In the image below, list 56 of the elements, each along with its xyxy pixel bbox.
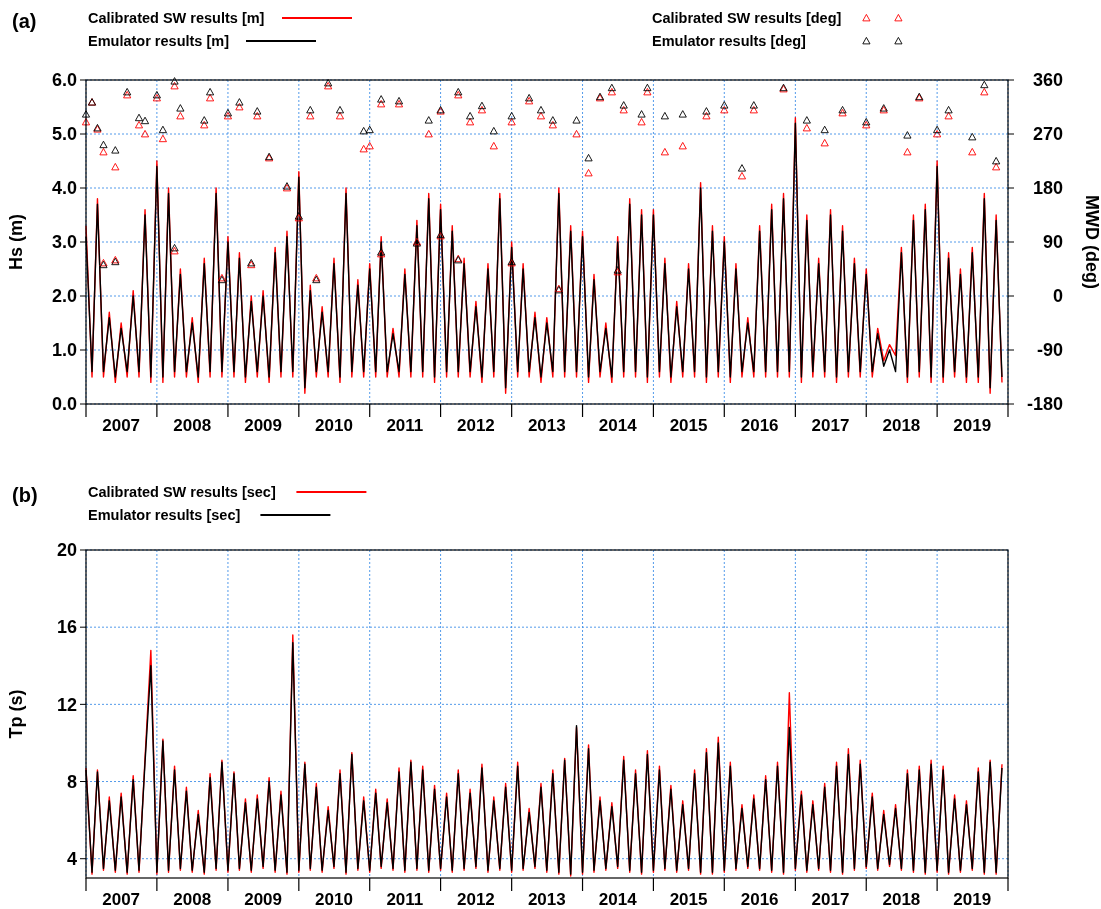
x-tick-label: 2010	[315, 890, 353, 909]
legend-label: Emulator results [m]	[88, 33, 230, 50]
legend-label: Calibrated SW results [m]	[88, 10, 265, 27]
y-axis-title: Tp (s)	[6, 689, 26, 739]
x-tick-label: 2018	[882, 890, 921, 909]
y-axis-title: Hs (m)	[6, 213, 26, 271]
x-tick-label: 2013	[527, 416, 566, 435]
x-tick-label: 2011	[386, 416, 424, 435]
y-tick-label: 2.0	[51, 286, 77, 307]
x-tick-label: 2007	[102, 416, 141, 435]
y-tick-label: 1.0	[51, 340, 77, 361]
x-tick-label: 2017	[811, 416, 850, 435]
x-tick-label: 2009	[244, 890, 283, 909]
y2-axis-title: MWD (deg)	[1082, 195, 1101, 289]
y2-tick-label: -90	[1036, 340, 1063, 361]
y-tick-label: 4	[66, 849, 77, 870]
y2-tick-label: -180	[1026, 394, 1063, 415]
x-tick-label: 2019	[953, 890, 992, 909]
x-tick-label: 2007	[102, 890, 141, 909]
x-tick-label: 2014	[598, 416, 638, 435]
legend-label: Calibrated SW results [sec]	[88, 484, 276, 501]
chart-title: (a)	[12, 10, 37, 32]
x-tick-label: 2013	[527, 890, 566, 909]
x-tick-label: 2015	[669, 416, 708, 435]
y2-tick-label: 90	[1042, 232, 1063, 253]
y-tick-label: 0.0	[51, 394, 77, 415]
y-tick-label: 20	[56, 540, 77, 561]
y-tick-label: 3.0	[51, 232, 77, 253]
y2-tick-label: 0	[1052, 286, 1063, 307]
x-tick-label: 2008	[173, 416, 212, 435]
y-tick-label: 5.0	[51, 124, 77, 145]
x-tick-label: 2014	[598, 890, 638, 909]
x-tick-label: 2008	[173, 890, 212, 909]
x-tick-label: 2011	[386, 890, 424, 909]
x-tick-label: 2017	[811, 890, 850, 909]
y-tick-label: 16	[56, 617, 77, 638]
x-tick-label: 2016	[740, 416, 779, 435]
x-tick-label: 2010	[315, 416, 353, 435]
x-tick-label: 2019	[953, 416, 992, 435]
x-tick-label: 2015	[669, 890, 708, 909]
chart-title: (b)	[12, 484, 38, 506]
y-tick-label: 12	[56, 694, 77, 715]
y-tick-label: 4.0	[51, 178, 77, 199]
x-tick-label: 2012	[457, 890, 495, 909]
y2-tick-label: 360	[1032, 70, 1063, 91]
x-tick-label: 2016	[740, 890, 779, 909]
x-tick-label: 2012	[457, 416, 495, 435]
y2-tick-label: 270	[1032, 124, 1063, 145]
x-tick-label: 2018	[882, 416, 921, 435]
legend-label: Calibrated SW results [deg]	[652, 10, 842, 27]
text: Emulator results [deg]	[652, 33, 807, 50]
y-tick-label: 6.0	[51, 70, 77, 91]
legend-label: Emulator results [sec]	[88, 507, 241, 524]
x-tick-label: 2009	[244, 416, 283, 435]
y-tick-label: 8	[66, 771, 77, 792]
y2-tick-label: 180	[1032, 178, 1063, 199]
